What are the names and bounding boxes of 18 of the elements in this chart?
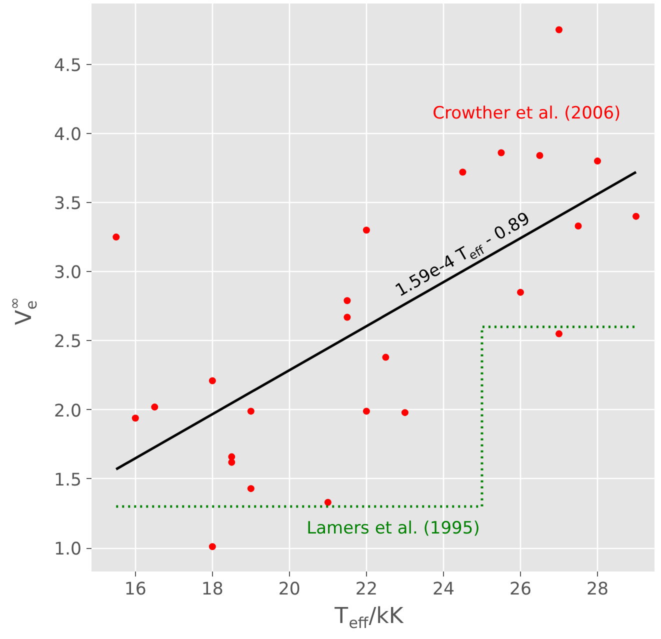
y-tick-label: 4.5 <box>54 56 82 76</box>
y-tick-label: 4.0 <box>54 124 82 145</box>
y-tick-label: 2.5 <box>54 332 82 352</box>
y-tick-label: 3.0 <box>54 263 82 284</box>
x-tick-label: 26 <box>509 580 532 600</box>
x-tick-label: 20 <box>278 580 300 600</box>
y-tick-label: 3.5 <box>54 194 82 214</box>
x-tick-label: 22 <box>355 580 378 600</box>
y-tick-label: 1.5 <box>54 470 82 490</box>
x-tick-label: 18 <box>201 580 224 600</box>
x-tick-label: 28 <box>586 580 609 600</box>
series-label: Lamers et al. (1995) <box>306 518 480 539</box>
y-tick-label: 1.0 <box>54 540 82 560</box>
x-tick-label: 16 <box>124 580 146 600</box>
x-tick-label: 24 <box>432 580 455 600</box>
text: Crowther et al. (2006) <box>432 104 621 124</box>
y-tick-label: 2.0 <box>54 401 82 422</box>
y-axis-title: Ve∞ <box>6 297 41 325</box>
